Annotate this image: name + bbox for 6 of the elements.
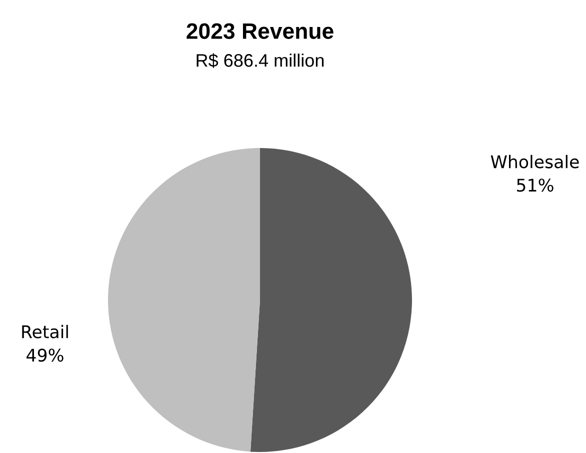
chart-subtitle: R$ 686.4 million bbox=[196, 53, 324, 68]
data-label: 49% bbox=[26, 348, 64, 362]
slice-label: Retail bbox=[22, 324, 68, 338]
data-label: 51% bbox=[517, 178, 554, 192]
slice-label: Wholesale bbox=[490, 154, 579, 168]
chart-title: 2023 Revenue bbox=[186, 23, 334, 39]
